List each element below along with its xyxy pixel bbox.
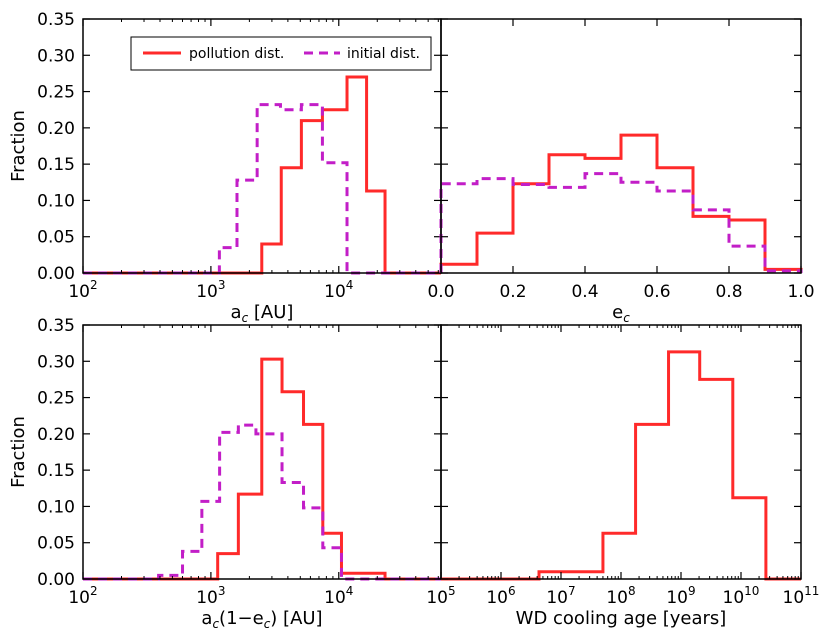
x-tick-label: 0.6: [643, 282, 670, 302]
initial-dist-line-top-left: [83, 103, 441, 275]
panel-top-left: 102 103 104 0.00 0.05 0.10 0.15 0.20 0.25 0.30 0.3…: [8, 10, 442, 325]
y-axis-label: Fraction: [8, 416, 29, 488]
panel-bottom-right: 105 106 107 108 109 1010 1011 WD cooling age [y…: [426, 324, 820, 629]
x-tick-label: 104: [324, 584, 353, 608]
x-axis-label: ec: [612, 302, 630, 325]
y-axis-label: Fraction: [8, 110, 29, 182]
pollution-dist-line-top-right: [439, 133, 803, 273]
x-tick-label: 103: [196, 278, 225, 302]
x-tick-label: 103: [196, 584, 225, 608]
panel-top-right: 0.0 0.2 0.4 0.6 0.8 1.0 ec: [427, 18, 815, 325]
y-tick-label: 0.25: [37, 83, 75, 103]
pollution-dist-line-top-left: [83, 75, 441, 275]
legend-pollution-label: pollution dist.: [189, 46, 284, 62]
y-tick-label: 0.30: [37, 352, 75, 372]
x-tick-label: 102: [68, 584, 97, 608]
y-tick-label: 0.35: [37, 10, 75, 30]
x-axis-label: ac [AU]: [231, 302, 294, 325]
x-tick-label: 1010: [723, 584, 760, 608]
x-tick-label: 108: [606, 584, 635, 608]
y-tick-label: 0.05: [37, 228, 75, 248]
x-tick-label: 1011: [783, 584, 820, 608]
initial-dist-line-top-right: [439, 172, 803, 273]
y-tick-label: 0.15: [37, 155, 75, 175]
x-tick-label: 1.0: [787, 282, 814, 302]
x-tick-label: 109: [666, 584, 695, 608]
y-tick-label: 0.15: [37, 461, 75, 481]
y-tick-label: 0.10: [37, 191, 75, 211]
x-tick-label: 0.0: [427, 282, 454, 302]
x-tick-label: 0.2: [499, 282, 526, 302]
pollution-dist-line-bottom-left: [83, 357, 441, 581]
y-tick-label: 0.20: [37, 425, 75, 445]
y-tick-label: 0.10: [37, 497, 75, 517]
x-axis-label: ac(1−ec) [AU]: [201, 608, 322, 631]
x-tick-label: 102: [68, 278, 97, 302]
y-tick-label: 0.05: [37, 534, 75, 554]
y-tick-label: 0.35: [37, 316, 75, 336]
x-tick-label: 106: [486, 584, 515, 608]
x-tick-label: 0.8: [715, 282, 742, 302]
legend: pollution dist. initial dist.: [130, 36, 432, 71]
axes-frame: [440, 324, 802, 580]
y-tick-label: 0.25: [37, 389, 75, 409]
y-tick-label: 0.20: [37, 119, 75, 139]
pollution-dist-line-bottom-right: [441, 350, 801, 581]
axes-frame: [440, 18, 802, 274]
x-tick-label: 0.4: [571, 282, 598, 302]
y-tick-label: 0.30: [37, 46, 75, 66]
x-axis-label: WD cooling age [years]: [516, 608, 727, 629]
y-tick-label: 0.00: [37, 264, 75, 284]
x-tick-label: 105: [426, 584, 455, 608]
x-tick-label: 107: [546, 584, 575, 608]
x-tick-label: 104: [324, 278, 353, 302]
legend-initial-label: initial dist.: [347, 46, 420, 62]
panel-bottom-left: 102 103 104 0.00 0.05 0.10 0.15 0.20 0.25 0.30 0.3…: [8, 316, 442, 631]
initial-dist-line-bottom-left: [83, 423, 441, 581]
y-tick-label: 0.00: [37, 570, 75, 590]
